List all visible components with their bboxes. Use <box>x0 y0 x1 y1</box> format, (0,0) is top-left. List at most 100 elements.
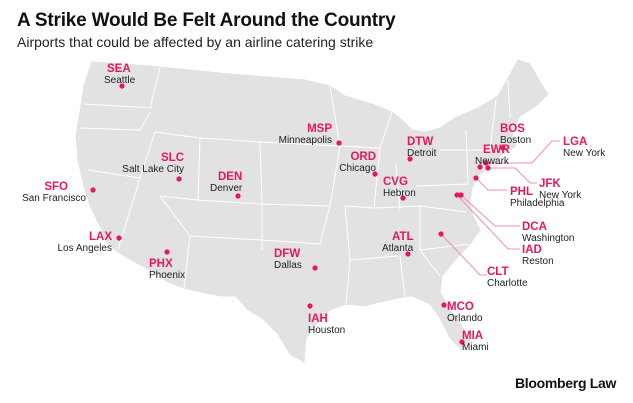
airport-label-jfk: JFK New York <box>539 178 581 202</box>
airport-city: San Francisco <box>22 193 86 204</box>
airport-label-mia: MIA Miami <box>462 330 489 354</box>
airport-code: DEN <box>218 171 243 183</box>
airport-dot-lax[interactable] <box>116 235 122 241</box>
airport-label-iah: IAH Houston <box>308 313 345 337</box>
airport-label-lax: LAX Los Angeles <box>50 231 113 255</box>
airport-code: MCO <box>447 301 474 313</box>
airport-dot-bos[interactable] <box>500 145 506 151</box>
airport-city: New York <box>539 190 582 201</box>
airport-code: IAD <box>522 244 542 256</box>
airport-dot-cvg[interactable] <box>400 195 406 201</box>
airport-dot-iah[interactable] <box>307 303 313 309</box>
airport-code: LAX <box>89 231 112 243</box>
airport-dot-phx[interactable] <box>164 249 170 255</box>
airport-label-clt: CLT Charlotte <box>487 266 528 290</box>
airport-city: Atlanta <box>382 243 414 254</box>
map-title: A Strike Would Be Felt Around the Countr… <box>17 10 396 31</box>
airport-city: Orlando <box>447 313 483 324</box>
airport-dot-iad[interactable] <box>454 192 460 198</box>
airport-city: Newark <box>475 156 509 167</box>
airport-dot-slc[interactable] <box>176 176 182 182</box>
airport-label-slc: SLC Salt Lake City <box>110 152 184 176</box>
airport-label-iad: IAD Reston <box>522 244 554 268</box>
airport-city: Houston <box>308 325 346 336</box>
airport-label-mco: MCO Orlando <box>447 301 483 325</box>
airport-city: Salt Lake City <box>122 164 184 175</box>
airport-dot-dfw[interactable] <box>312 265 318 271</box>
airport-code: ATL <box>392 231 414 243</box>
airport-city: Denver <box>210 183 243 194</box>
airport-code: EWR <box>483 144 510 156</box>
airport-city: Reston <box>522 256 554 267</box>
airport-label-msp: MSP Minneapolis <box>270 123 332 147</box>
airport-dot-sea[interactable] <box>119 83 125 89</box>
airport-dot-sfo[interactable] <box>90 187 96 193</box>
bloomberg-law-logo: Bloomberg Law <box>515 375 617 391</box>
airport-label-lga: LGA New York <box>563 136 605 160</box>
airport-dots <box>90 83 506 345</box>
airport-code: SFO <box>44 181 68 193</box>
airport-city: Los Angeles <box>57 243 113 254</box>
airport-code: MSP <box>307 123 332 135</box>
airport-dot-mia[interactable] <box>459 339 465 345</box>
airport-dot-phl[interactable] <box>473 175 479 181</box>
airport-dot-den[interactable] <box>235 193 241 199</box>
airport-label-ord: ORD Chicago <box>330 151 376 175</box>
airport-label-phx: PHX Phoenix <box>149 258 185 282</box>
airport-code: DFW <box>274 248 301 260</box>
airport-city: Washington <box>522 233 575 244</box>
airport-city: Philadelphia <box>510 198 565 209</box>
airport-city: Hebron <box>383 188 416 199</box>
airport-label-phl: PHL Philadelphia <box>510 186 565 210</box>
airport-city: Seattle <box>104 75 136 86</box>
airport-label-atl: ATL Atlanta <box>382 231 414 255</box>
airport-city: New York <box>563 148 606 159</box>
airport-dot-ord[interactable] <box>372 171 378 177</box>
us-landmass <box>75 59 549 363</box>
airport-city: Dallas <box>274 260 302 271</box>
airport-city: Detroit <box>407 148 437 159</box>
airport-label-sfo: SFO San Francisco <box>20 181 86 205</box>
airport-label-dfw: DFW Dallas <box>274 248 302 272</box>
airport-label-dca: DCA Washington <box>522 221 574 245</box>
airport-dot-jfk[interactable] <box>485 165 491 171</box>
airport-city: Miami <box>462 342 489 353</box>
airport-dot-mco[interactable] <box>441 302 447 308</box>
airport-code: LGA <box>563 136 588 148</box>
airport-code: PHX <box>149 258 173 270</box>
airport-dot-ewr[interactable] <box>477 164 483 170</box>
airport-code: CLT <box>487 266 509 278</box>
airport-code: JFK <box>539 178 561 190</box>
leader-lines <box>440 140 560 276</box>
airport-city: Chicago <box>339 163 376 174</box>
airport-dot-dtw[interactable] <box>407 156 413 162</box>
airport-code: SLC <box>161 152 184 164</box>
airport-code: CVG <box>383 176 408 188</box>
airport-dot-lga[interactable] <box>483 160 489 166</box>
airport-label-ewr: EWR Newark <box>475 144 510 168</box>
airport-dot-dca[interactable] <box>458 192 464 198</box>
airport-label-den: DEN Denver <box>210 171 242 195</box>
airport-city: Minneapolis <box>278 135 332 146</box>
airport-label-sea: SEA Seattle <box>104 63 135 87</box>
airport-dot-msp[interactable] <box>336 140 342 146</box>
airport-city: Phoenix <box>149 270 186 281</box>
airport-city: Charlotte <box>487 278 528 289</box>
airport-code: DTW <box>407 136 434 148</box>
airport-code: IAH <box>308 313 328 325</box>
airport-dot-atl[interactable] <box>405 251 411 257</box>
airport-code: SEA <box>107 63 131 75</box>
airport-code: MIA <box>462 330 484 342</box>
airport-label-cvg: CVG Hebron <box>383 176 416 200</box>
airport-code: PHL <box>510 186 533 198</box>
airport-dot-clt[interactable] <box>438 231 444 237</box>
airport-label-dtw: DTW Detroit <box>407 136 436 160</box>
airport-code: BOS <box>500 123 525 135</box>
state-borders <box>79 67 511 305</box>
airport-code: DCA <box>522 221 547 233</box>
airport-city: Boston <box>500 135 532 146</box>
airport-label-bos: BOS Boston <box>500 123 531 147</box>
map-subtitle: Airports that could be affected by an ai… <box>17 34 374 50</box>
airport-code: ORD <box>350 151 376 163</box>
